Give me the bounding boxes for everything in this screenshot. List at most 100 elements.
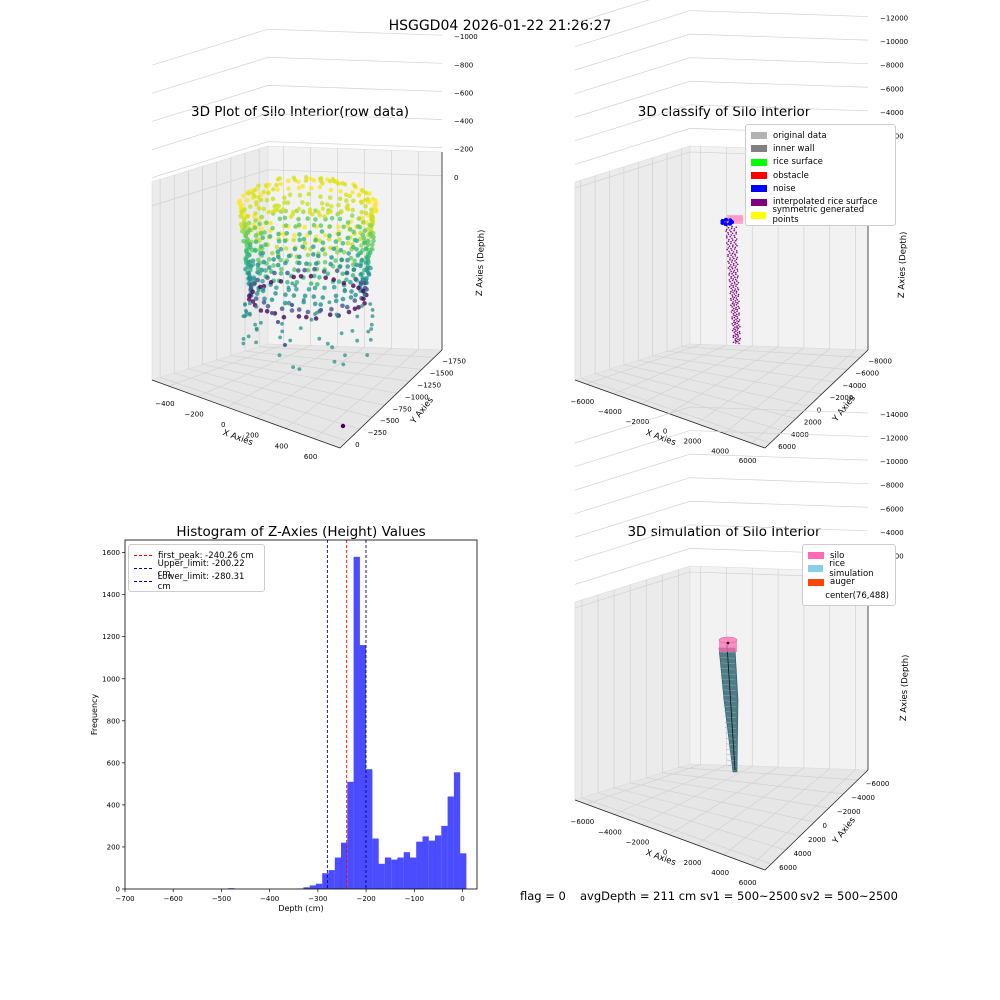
p1-data-point (341, 362, 346, 367)
p2-interpolated-point (734, 315, 737, 317)
p1-data-point (333, 258, 338, 263)
p1-data-point (238, 214, 243, 219)
p2-interpolated-point (728, 274, 730, 276)
p1-outlier-point (319, 308, 323, 312)
p1-data-point (371, 234, 376, 240)
p1-data-point (327, 312, 333, 318)
p1-wall-grid-z (151, 85, 443, 122)
p2-interpolated-point (733, 281, 736, 284)
histogram-x-tick-label: 0 (460, 895, 464, 903)
p1-data-point (338, 247, 344, 253)
p1-data-point (264, 309, 270, 314)
p1-data-point (351, 198, 356, 204)
p1-data-point (330, 345, 334, 350)
p1-data-point (309, 185, 314, 191)
p1-floor-grid-x (197, 345, 311, 397)
p2-interpolated-point (730, 234, 733, 236)
histogram-bar (309, 885, 316, 889)
p1-data-point (367, 250, 373, 255)
p2-interpolated-point (733, 229, 735, 232)
p4-pane-left (574, 565, 691, 801)
p1-data-point (302, 267, 307, 273)
p1-data-point (275, 249, 281, 254)
p1-wall-grid-z (151, 28, 443, 66)
p1-data-point (311, 178, 317, 183)
p2-wall-grid-z (574, 104, 869, 142)
p1-floor-grid-y (259, 346, 435, 358)
p1-wall-grid-z (151, 113, 443, 150)
p1-data-point (345, 304, 350, 310)
p1-data-point (243, 267, 248, 272)
histogram-bar (384, 857, 392, 889)
p1-data-point (291, 175, 296, 180)
p1-data-point (286, 253, 292, 259)
p4-rice-mesh-line (723, 700, 736, 702)
p2-interpolated-point (734, 283, 736, 285)
p2-interpolated-point (738, 307, 740, 309)
p2-floor-grid-y (681, 346, 861, 358)
p2-floor-grid-y (623, 364, 809, 407)
p1-data-point (296, 216, 301, 222)
p4-rice-mesh-line (726, 748, 737, 751)
p1-data-point (360, 276, 366, 281)
histogram-legend-item: Lower_limit: -280.31 cm (134, 572, 258, 592)
histogram-bar (435, 835, 442, 889)
p2-interpolated-point (734, 328, 736, 331)
p2-interpolated-point (732, 262, 735, 265)
p2-y-axis (764, 349, 869, 449)
p1-data-point (265, 275, 270, 280)
p1-data-point (319, 229, 325, 234)
histogram-legend-label: Upper_limit: -200.22 cm (157, 558, 245, 579)
p2-interpolated-point (736, 277, 739, 279)
p2-silo-cap-body (727, 215, 743, 224)
p1-data-point (337, 237, 342, 242)
p2-interpolated-point (729, 252, 731, 254)
p2-interpolated-point (738, 319, 741, 321)
p1-data-point (322, 285, 327, 291)
p2-interpolated-point (732, 291, 734, 294)
p1-data-point (311, 294, 317, 299)
p1-data-point (244, 248, 249, 254)
p2-interpolated-point (729, 280, 731, 283)
p4-y-tick-label: −6000 (866, 780, 890, 788)
p1-floor-grid-x (314, 348, 419, 440)
p2-floor-grid-x (751, 349, 856, 444)
p4-floor-grid-y (581, 797, 772, 865)
p1-data-point (241, 337, 246, 341)
p1-data-point (274, 285, 279, 291)
p2-y-tick-label: 0 (817, 406, 821, 414)
p1-data-point (317, 275, 322, 280)
p1-data-point (239, 202, 244, 208)
p2-interpolated-point (729, 235, 731, 238)
p2-z-tick-label: −4000 (880, 109, 904, 117)
p1-data-point (354, 247, 359, 252)
p1-data-point (341, 280, 347, 286)
classify-legend-label: symmetric generated points (772, 205, 865, 226)
p1-data-point (339, 257, 345, 263)
p2-interpolated-point (727, 253, 729, 256)
p1-data-point (291, 293, 297, 298)
histogram-x-axis-label: Depth (cm) (278, 904, 323, 913)
p1-data-point (320, 181, 325, 186)
p2-interpolated-point (737, 324, 740, 326)
p2-interpolated-point (728, 245, 731, 247)
p2-interpolated-point (731, 252, 734, 255)
p1-data-point (290, 212, 296, 217)
p4-x-tick-label: 0 (663, 849, 667, 857)
p2-x-axis-label: X Axies (644, 428, 677, 448)
p2-interpolated-point (730, 287, 732, 290)
p2-interpolated-point (725, 235, 728, 237)
histogram-x-tick-label: −500 (212, 895, 231, 903)
histogram-legend-item: Upper_limit: -200.22 cm (134, 559, 258, 579)
histogram-plot-area (125, 540, 477, 889)
p1-outlier-point (340, 423, 346, 429)
p1-data-point (296, 307, 302, 312)
p1-data-point (356, 216, 362, 221)
simulation-legend-swatch (808, 578, 824, 586)
p1-wall-grid-z (151, 141, 443, 178)
p2-interpolated-point (737, 334, 739, 336)
p1-data-point (308, 273, 314, 279)
p2-interpolated-point (734, 333, 737, 335)
p2-floor-grid-x (613, 344, 727, 395)
p1-data-point (278, 246, 284, 252)
